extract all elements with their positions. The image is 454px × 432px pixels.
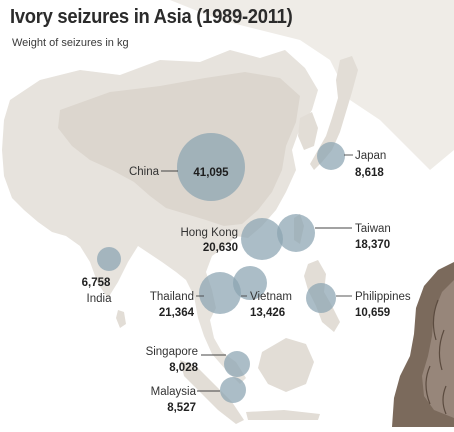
map-title: Ivory seizures in Asia (1989-2011)	[10, 6, 293, 28]
label-taiwan-name: Taiwan	[355, 223, 391, 235]
label-india-name: India	[87, 293, 113, 305]
land-background	[170, 0, 454, 170]
label-china-value: 41,095	[193, 167, 229, 179]
label-hongkong-name: Hong Kong	[180, 227, 238, 239]
land-japan	[310, 56, 358, 170]
bubble-china	[177, 133, 245, 201]
label-japan-name: Japan	[355, 150, 386, 162]
bubble-malaysia	[220, 377, 246, 403]
label-japan-value: 8,618	[355, 167, 384, 179]
bubble-taiwan	[277, 214, 315, 252]
label-malaysia-value: 8,527	[167, 402, 196, 414]
label-thailand-value: 21,364	[159, 307, 195, 319]
bubble-hongkong	[241, 218, 283, 260]
land-borneo	[258, 338, 314, 392]
label-layer: China 41,095 Japan 8,618 Hong Kong 20,63…	[82, 150, 411, 414]
elephant-illustration	[392, 262, 454, 427]
label-philippines-name: Philippines	[355, 291, 411, 303]
label-singapore-name: Singapore	[146, 346, 198, 358]
label-malaysia-name: Malaysia	[151, 386, 197, 398]
label-philippines-value: 10,659	[355, 307, 390, 319]
bubble-singapore	[224, 351, 250, 377]
label-china-name: China	[129, 166, 160, 178]
leader-lines	[161, 154, 353, 392]
label-hongkong-value: 20,630	[203, 242, 238, 254]
land-sumatra	[180, 360, 244, 424]
land-java	[246, 410, 320, 420]
elephant-wrinkles	[425, 299, 447, 415]
bubble-layer	[97, 133, 345, 403]
bubble-philippines	[306, 283, 336, 313]
elephant-ear	[422, 280, 454, 418]
land-korea	[298, 112, 318, 150]
label-vietnam-value: 13,426	[250, 307, 285, 319]
land-china-region	[58, 72, 300, 226]
label-india-value: 6,758	[82, 277, 111, 289]
bubble-vietnam	[233, 266, 267, 300]
bubble-japan	[317, 142, 345, 170]
bubble-thailand	[199, 272, 241, 314]
label-taiwan-value: 18,370	[355, 239, 390, 251]
map-subtitle: Weight of seizures in kg	[12, 37, 129, 49]
bubble-india	[97, 247, 121, 271]
land-sri-lanka	[116, 310, 126, 328]
label-thailand-name: Thailand	[150, 291, 194, 303]
label-singapore-value: 8,028	[169, 362, 198, 374]
label-vietnam-name: Vietnam	[250, 291, 292, 303]
